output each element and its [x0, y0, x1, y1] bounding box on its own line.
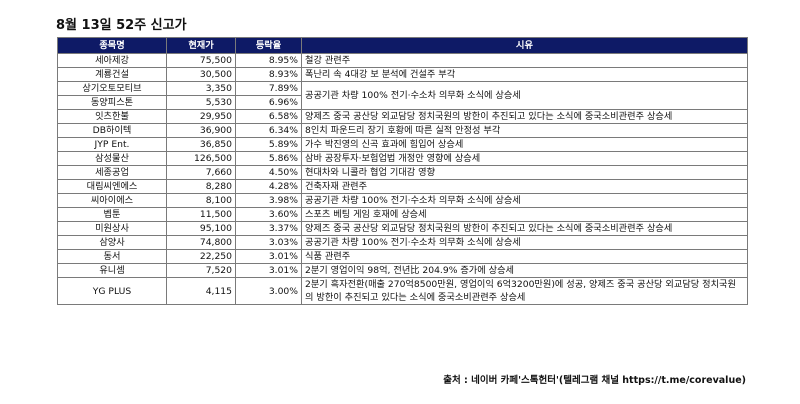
table-row: 대림씨엔에스 8,280 4.28% 건축자재 관련주 — [57, 179, 748, 194]
stock-name: DB하이텍 — [57, 123, 167, 138]
stock-change: 3.98% — [235, 193, 302, 208]
header-price: 현재가 — [166, 37, 236, 54]
stock-change: 3.03% — [235, 235, 302, 250]
stock-change: 7.89% — [235, 81, 302, 96]
stock-change: 4.28% — [235, 179, 302, 194]
stock-reason: 공공기관 차량 100% 전기·수소차 의무화 소식에 상승세 — [301, 235, 748, 250]
table-row: 씨아이에스 8,100 3.98% 공공기관 차량 100% 전기·수소차 의무… — [57, 193, 748, 208]
stock-price: 4,115 — [166, 277, 236, 305]
stock-price: 74,800 — [166, 235, 236, 250]
table-row: 동양피스톤 5,530 6.96% — [57, 95, 748, 110]
stock-name: 삼성물산 — [57, 151, 167, 166]
table-row: 유니셈 7,520 3.01% 2분기 영업이익 98억, 전년比 204.9%… — [57, 263, 748, 278]
stock-reason-merged: 공공기관 차량 100% 전기·수소차 의무화 소식에 상승세 — [301, 81, 748, 110]
stock-price: 29,950 — [166, 109, 236, 124]
stock-change: 8.93% — [235, 67, 302, 82]
stock-name: 동양피스톤 — [57, 95, 167, 110]
stock-price: 5,530 — [166, 95, 236, 110]
stock-name: 미원상사 — [57, 221, 167, 236]
stock-reason: 2분기 흑자전환(매출 270억8500만원, 영업이익 6억3200만원)에 … — [301, 277, 748, 305]
stock-name: 세아제강 — [57, 53, 167, 68]
stock-change: 8.95% — [235, 53, 302, 68]
stock-change: 3.00% — [235, 277, 302, 305]
stock-name: 벱툰 — [57, 207, 167, 222]
stock-reason: 공공기관 차량 100% 전기·수소차 의무화 소식에 상승세 — [301, 193, 748, 208]
stock-change: 5.86% — [235, 151, 302, 166]
table-row: 동서 22,250 3.01% 식품 관련주 — [57, 249, 748, 264]
stock-change: 3.60% — [235, 207, 302, 222]
stock-name: JYP Ent. — [57, 137, 167, 152]
table-row: 삼성물산 126,500 5.86% 삼바 공장투자·보험업법 개정안 영향에 … — [57, 151, 748, 166]
table-row: 미원상사 95,100 3.37% 양제즈 중국 공산당 외교담당 정치국원의 … — [57, 221, 748, 236]
table-row: 삼양사 74,800 3.03% 공공기관 차량 100% 전기·수소차 의무화… — [57, 235, 748, 250]
stock-reason: 양제즈 중국 공산당 외교담당 정치국원의 방한이 추진되고 있다는 소식에 중… — [301, 109, 748, 124]
stock-name: 삼양사 — [57, 235, 167, 250]
table-row: 상기오토모티브 3,350 7.89% 공공기관 차량 100% 전기·수소차 … — [57, 81, 748, 110]
table-row: 세종공업 7,660 4.50% 현대차와 니콜라 협업 기대감 영향 — [57, 165, 748, 180]
stock-name: 잇츠한불 — [57, 109, 167, 124]
stock-name: 세종공업 — [57, 165, 167, 180]
stock-name: 동서 — [57, 249, 167, 264]
stock-reason: 철강 관련주 — [301, 53, 748, 68]
stock-reason: 삼바 공장투자·보험업법 개정안 영향에 상승세 — [301, 151, 748, 166]
new-high-table: 종목명 현재가 등락율 시유 세아제강 75,500 8.95% 철강 관련주 … — [57, 37, 748, 305]
stock-name: 유니셈 — [57, 263, 167, 278]
stock-change: 6.34% — [235, 123, 302, 138]
stock-price: 3,350 — [166, 81, 236, 96]
table-row: DB하이텍 36,900 6.34% 8인치 파운드리 장기 호황에 따른 실적… — [57, 123, 748, 138]
stock-reason: 현대차와 니콜라 협업 기대감 영향 — [301, 165, 748, 180]
table-row: JYP Ent. 36,850 5.89% 가수 박진영의 신곡 효과에 힘입어… — [57, 137, 748, 152]
stock-price: 7,520 — [166, 263, 236, 278]
stock-change: 6.58% — [235, 109, 302, 124]
stock-reason: 식품 관련주 — [301, 249, 748, 264]
stock-price: 95,100 — [166, 221, 236, 236]
table-row: 계룡건설 30,500 8.93% 폭난리 속 4대강 보 분석에 건설주 부각 — [57, 67, 748, 82]
stock-reason: 양제즈 중국 공산당 외교담당 정치국원의 방한이 추진되고 있다는 소식에 중… — [301, 221, 748, 236]
table-row: 벱툰 11,500 3.60% 스포츠 베팅 게임 호재에 상승세 — [57, 207, 748, 222]
stock-price: 7,660 — [166, 165, 236, 180]
stock-name: 씨아이에스 — [57, 193, 167, 208]
stock-price: 22,250 — [166, 249, 236, 264]
stock-name: 계룡건설 — [57, 67, 167, 82]
table-row: 잇츠한불 29,950 6.58% 양제즈 중국 공산당 외교담당 정치국원의 … — [57, 109, 748, 124]
stock-reason: 2분기 영업이익 98억, 전년比 204.9% 증가에 상승세 — [301, 263, 748, 278]
stock-change: 6.96% — [235, 95, 302, 110]
table-row: 세아제강 75,500 8.95% 철강 관련주 — [57, 53, 748, 68]
stock-name: 대림씨엔에스 — [57, 179, 167, 194]
header-name: 종목명 — [57, 37, 167, 54]
source-credit: 출처 : 네이버 카페'스톡헌터'(텔레그램 채널 https://t.me/c… — [443, 375, 746, 386]
stock-name: YG PLUS — [57, 277, 167, 305]
stock-change: 5.89% — [235, 137, 302, 152]
header-reason: 시유 — [301, 37, 748, 54]
stock-price: 75,500 — [166, 53, 236, 68]
table-row: YG PLUS 4,115 3.00% 2분기 흑자전환(매출 270억8500… — [57, 277, 748, 305]
stock-price: 8,280 — [166, 179, 236, 194]
table-header-row: 종목명 현재가 등락율 시유 — [57, 37, 748, 54]
stock-change: 3.37% — [235, 221, 302, 236]
stock-reason: 폭난리 속 4대강 보 분석에 건설주 부각 — [301, 67, 748, 82]
stock-price: 11,500 — [166, 207, 236, 222]
stock-price: 30,500 — [166, 67, 236, 82]
stock-reason: 8인치 파운드리 장기 호황에 따른 실적 안정성 부각 — [301, 123, 748, 138]
stock-change: 3.01% — [235, 263, 302, 278]
header-change: 등락율 — [235, 37, 302, 54]
page-title: 8월 13일 52주 신고가 — [56, 18, 187, 33]
stock-price: 36,850 — [166, 137, 236, 152]
stock-name: 상기오토모티브 — [57, 81, 167, 96]
stock-change: 4.50% — [235, 165, 302, 180]
stock-change: 3.01% — [235, 249, 302, 264]
stock-price: 8,100 — [166, 193, 236, 208]
stock-price: 126,500 — [166, 151, 236, 166]
stock-reason: 건축자재 관련주 — [301, 179, 748, 194]
stock-reason: 가수 박진영의 신곡 효과에 힘입어 상승세 — [301, 137, 748, 152]
stock-price: 36,900 — [166, 123, 236, 138]
stock-reason: 스포츠 베팅 게임 호재에 상승세 — [301, 207, 748, 222]
